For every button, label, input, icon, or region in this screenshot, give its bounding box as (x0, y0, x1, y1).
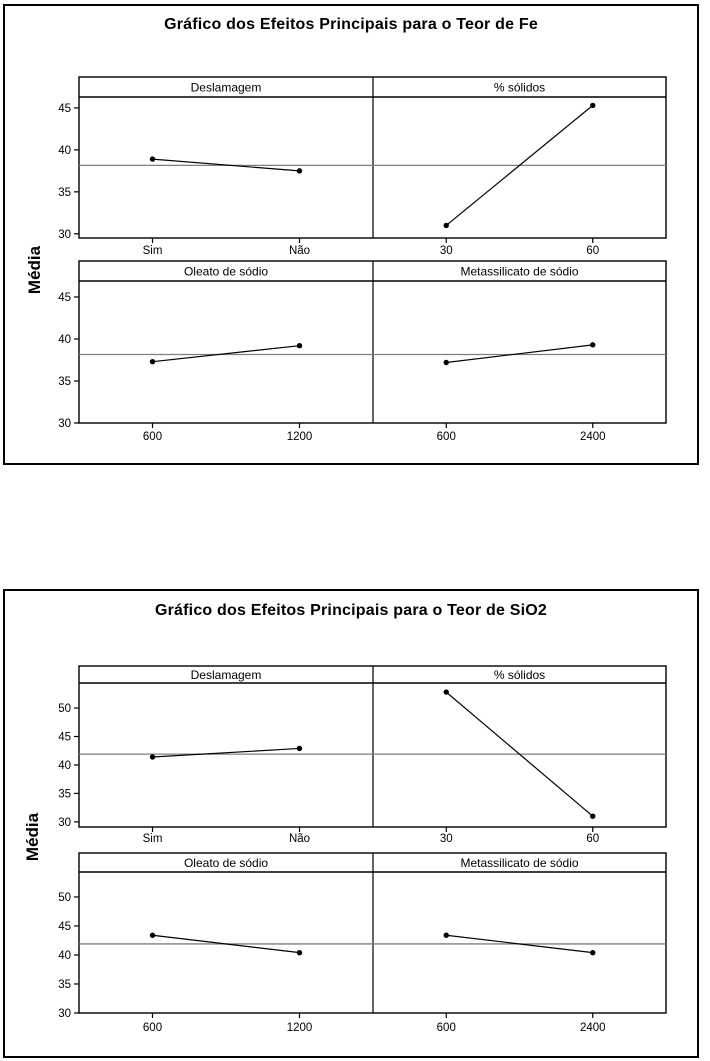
x-tick-label: 30 (440, 245, 453, 257)
effect-line (446, 344, 593, 364)
data-point-marker (296, 949, 303, 956)
figure-border (3, 4, 699, 465)
y-tick-label: 50 (58, 703, 71, 715)
y-tick-label: 35 (58, 788, 71, 800)
y-tick-label: 50 (58, 892, 71, 904)
x-tick-label: Não (289, 833, 310, 845)
x-tick-label: 1200 (287, 1022, 313, 1034)
y-tick-label: 35 (58, 376, 71, 388)
chart-title: Gráfico dos Efeitos Principais para o Te… (154, 602, 548, 619)
panel-strip-label: % sólidos (494, 81, 545, 95)
y-tick-label: 45 (58, 921, 71, 933)
data-point-marker (590, 949, 596, 956)
effect-line (152, 158, 300, 172)
y-tick-label: 45 (58, 732, 71, 744)
y-tick-label: 40 (58, 334, 71, 346)
data-point-marker (296, 745, 303, 752)
data-point-marker (590, 342, 596, 348)
x-tick-label: 2400 (580, 1022, 606, 1034)
y-tick-label: 45 (58, 292, 71, 304)
y-tick-label: 30 (58, 817, 71, 829)
chart-title: Gráfico dos Efeitos Principais para o Te… (164, 16, 538, 33)
effect-line (152, 747, 300, 758)
data-point-marker (443, 222, 449, 229)
effect-line (152, 345, 300, 363)
x-tick-label: 30 (440, 833, 453, 845)
main-effects-chart-fe: 30 35 40 45 Deslamagem Sim Não % sólidos 30 60 30 3… (3, 4, 699, 465)
figure-teor-de-sio2: Gráfico dos Efeitos Principais para o Te… (3, 589, 699, 1058)
panel-strip-label: Oleato de sódio (184, 856, 268, 870)
data-point-marker (149, 358, 156, 365)
data-point-marker (590, 102, 596, 109)
main-effects-chart-sio2: 30 35 40 45 50 Deslamagem Sim Não % sólidos 30 60 3… (3, 589, 699, 1058)
panel-strip-label: Deslamagem (191, 81, 262, 95)
effect-line (446, 934, 593, 954)
data-point-marker (149, 754, 156, 760)
x-tick-label: 60 (586, 245, 599, 257)
y-tick-label: 40 (58, 145, 71, 157)
y-tick-label: 35 (58, 979, 71, 991)
figure-border (3, 589, 699, 1058)
x-tick-label: 60 (586, 833, 599, 845)
figure-teor-de-fe: Gráfico dos Efeitos Principais para o Te… (3, 4, 699, 465)
x-tick-label: 600 (437, 431, 456, 443)
effect-line (152, 934, 300, 954)
data-point-marker (149, 932, 156, 938)
data-point-marker (590, 813, 596, 819)
data-point-marker (443, 932, 449, 938)
x-tick-label: Sim (143, 245, 163, 257)
y-tick-label: 35 (58, 187, 71, 199)
data-point-marker (296, 168, 303, 174)
effect-line (445, 104, 594, 226)
x-tick-label: 600 (143, 431, 162, 443)
x-tick-label: 1200 (287, 431, 313, 443)
y-tick-label: 30 (58, 418, 71, 430)
y-tick-label: 30 (58, 1008, 71, 1020)
y-tick-label: 40 (58, 950, 71, 962)
data-point-marker (149, 156, 156, 162)
data-point-marker (443, 689, 449, 695)
x-tick-label: 2400 (580, 431, 606, 443)
y-tick-label: 30 (58, 229, 71, 241)
panel-strip-label: Deslamagem (191, 668, 262, 682)
y-tick-label: 40 (58, 760, 71, 772)
data-point-marker (443, 359, 449, 366)
x-tick-label: Não (289, 245, 310, 257)
x-tick-label: Sim (143, 833, 163, 845)
data-point-marker (296, 342, 303, 349)
y-tick-label: 45 (58, 103, 71, 115)
panel-strip-label: % sólidos (494, 668, 545, 682)
x-tick-label: 600 (143, 1022, 162, 1034)
panel-strip-label: Metassilicato de sódio (460, 265, 578, 279)
panel-strip-label: Oleato de sódio (184, 265, 268, 279)
x-tick-label: 600 (437, 1022, 456, 1034)
panel-strip-label: Metassilicato de sódio (460, 856, 578, 870)
effect-line (445, 691, 594, 817)
